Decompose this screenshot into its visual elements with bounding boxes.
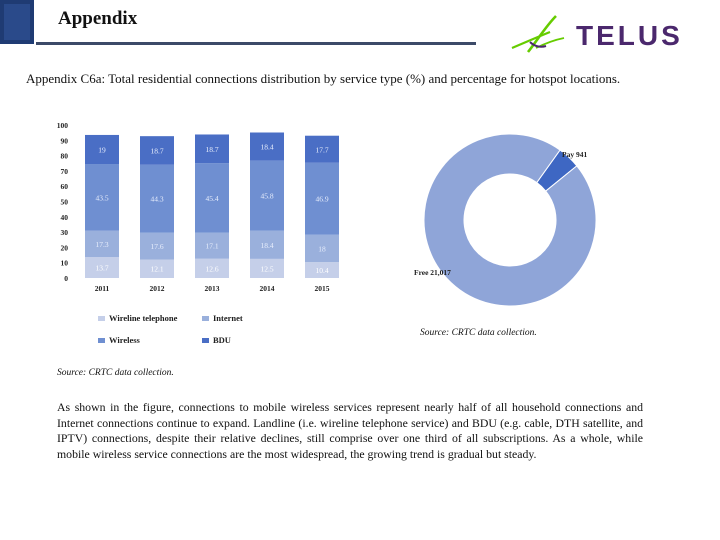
- bar-segment: [85, 134, 119, 165]
- bar-segment: [140, 164, 174, 233]
- bar-segment: [195, 134, 229, 164]
- y-tick-label: 10: [61, 259, 69, 268]
- legend-label: BDU: [213, 335, 231, 345]
- bar-data-label: 17.6: [150, 242, 163, 251]
- bar-data-label: 18.4: [260, 143, 273, 152]
- bar-data-label: 17.1: [205, 242, 218, 251]
- x-tick-label: 2015: [315, 284, 330, 293]
- telus-swoosh-icon: [511, 15, 565, 53]
- bar-segment: [305, 162, 339, 235]
- corner-accent-inner: [4, 4, 30, 40]
- bar-segment: [195, 258, 229, 278]
- bar-segment: [140, 232, 174, 260]
- bar-data-label: 18.7: [150, 146, 163, 155]
- source-note-right: Source: CRTC data collection.: [420, 328, 537, 338]
- donut-slice-label: Pay 941: [562, 150, 587, 159]
- telus-logo: TELUS: [511, 15, 683, 53]
- legend-swatch: [98, 338, 105, 343]
- y-tick-label: 60: [61, 182, 69, 191]
- bar-segment: [250, 230, 284, 259]
- bar-segment: [250, 132, 284, 161]
- donut-chart: Pay 941 Free 21,017: [414, 133, 597, 307]
- y-tick-label: 30: [61, 228, 69, 237]
- bar-segment: [250, 160, 284, 231]
- bar-data-label: 45.4: [205, 194, 218, 203]
- bar-data-label: 12.1: [150, 265, 163, 274]
- corner-accent: [0, 0, 34, 44]
- bar-segment: [250, 258, 284, 278]
- bar-segment: [195, 232, 229, 259]
- y-tick-label: 90: [61, 136, 69, 145]
- bar-segment: [85, 257, 119, 278]
- bar-segment: [305, 262, 339, 278]
- donut-slice-label: Free 21,017: [414, 268, 451, 277]
- bar-data-label: 19: [98, 145, 106, 154]
- bar-data-label: 17.7: [315, 145, 328, 154]
- bar-data-label: 10.4: [315, 266, 328, 275]
- legend-swatch: [202, 338, 209, 343]
- legend-swatch: [98, 316, 105, 321]
- bar-data-label: 13.7: [95, 264, 108, 273]
- y-tick-label: 50: [61, 198, 69, 207]
- legend-label: Wireless: [109, 335, 141, 345]
- bar-segment: [305, 234, 339, 263]
- legend-swatch: [202, 316, 209, 321]
- bar-data-label: 44.3: [150, 195, 163, 204]
- y-tick-label: 80: [61, 152, 69, 161]
- bar-data-label: 43.5: [95, 193, 108, 202]
- bar-segment: [195, 163, 229, 233]
- y-tick-label: 0: [64, 274, 68, 283]
- bar-data-label: 18.4: [260, 241, 273, 250]
- x-tick-label: 2014: [260, 284, 275, 293]
- bar-segment: [85, 230, 119, 258]
- bar-data-label: 12.6: [205, 264, 218, 273]
- bar-segment: [140, 136, 174, 165]
- x-tick-label: 2011: [95, 284, 110, 293]
- bar-segment: [85, 164, 119, 231]
- donut-slice: [423, 133, 597, 307]
- bar-data-label: 46.9: [315, 195, 328, 204]
- stacked-bar-chart: 0 10 20 30 40 50 60 70 80 90 100 13.7 17.3 43.5 19 2011…: [57, 121, 339, 345]
- y-tick-label: 20: [61, 243, 69, 252]
- bar-segment: [305, 135, 339, 163]
- title-divider: [36, 42, 476, 45]
- bar-segment: [140, 259, 174, 278]
- subtitle: Appendix C6a: Total residential connecti…: [26, 71, 621, 86]
- source-note-left: Source: CRTC data collection.: [57, 368, 174, 378]
- y-tick-label: 40: [61, 213, 69, 222]
- x-tick-label: 2012: [150, 284, 165, 293]
- logo-text: TELUS: [576, 20, 683, 51]
- y-tick-label: 100: [57, 121, 69, 130]
- y-tick-label: 70: [61, 167, 69, 176]
- legend-label: Internet: [213, 313, 243, 323]
- bar-data-label: 18: [318, 244, 326, 253]
- bar-data-label: 12.5: [260, 264, 273, 273]
- body-paragraph: As shown in the figure, connections to m…: [57, 400, 643, 461]
- legend-label: Wireline telephone: [109, 313, 178, 323]
- slide-title: Appendix: [58, 8, 138, 29]
- bar-data-label: 18.7: [205, 145, 218, 154]
- bar-data-label: 17.3: [95, 240, 108, 249]
- x-tick-label: 2013: [205, 284, 220, 293]
- bar-data-label: 45.8: [260, 192, 273, 201]
